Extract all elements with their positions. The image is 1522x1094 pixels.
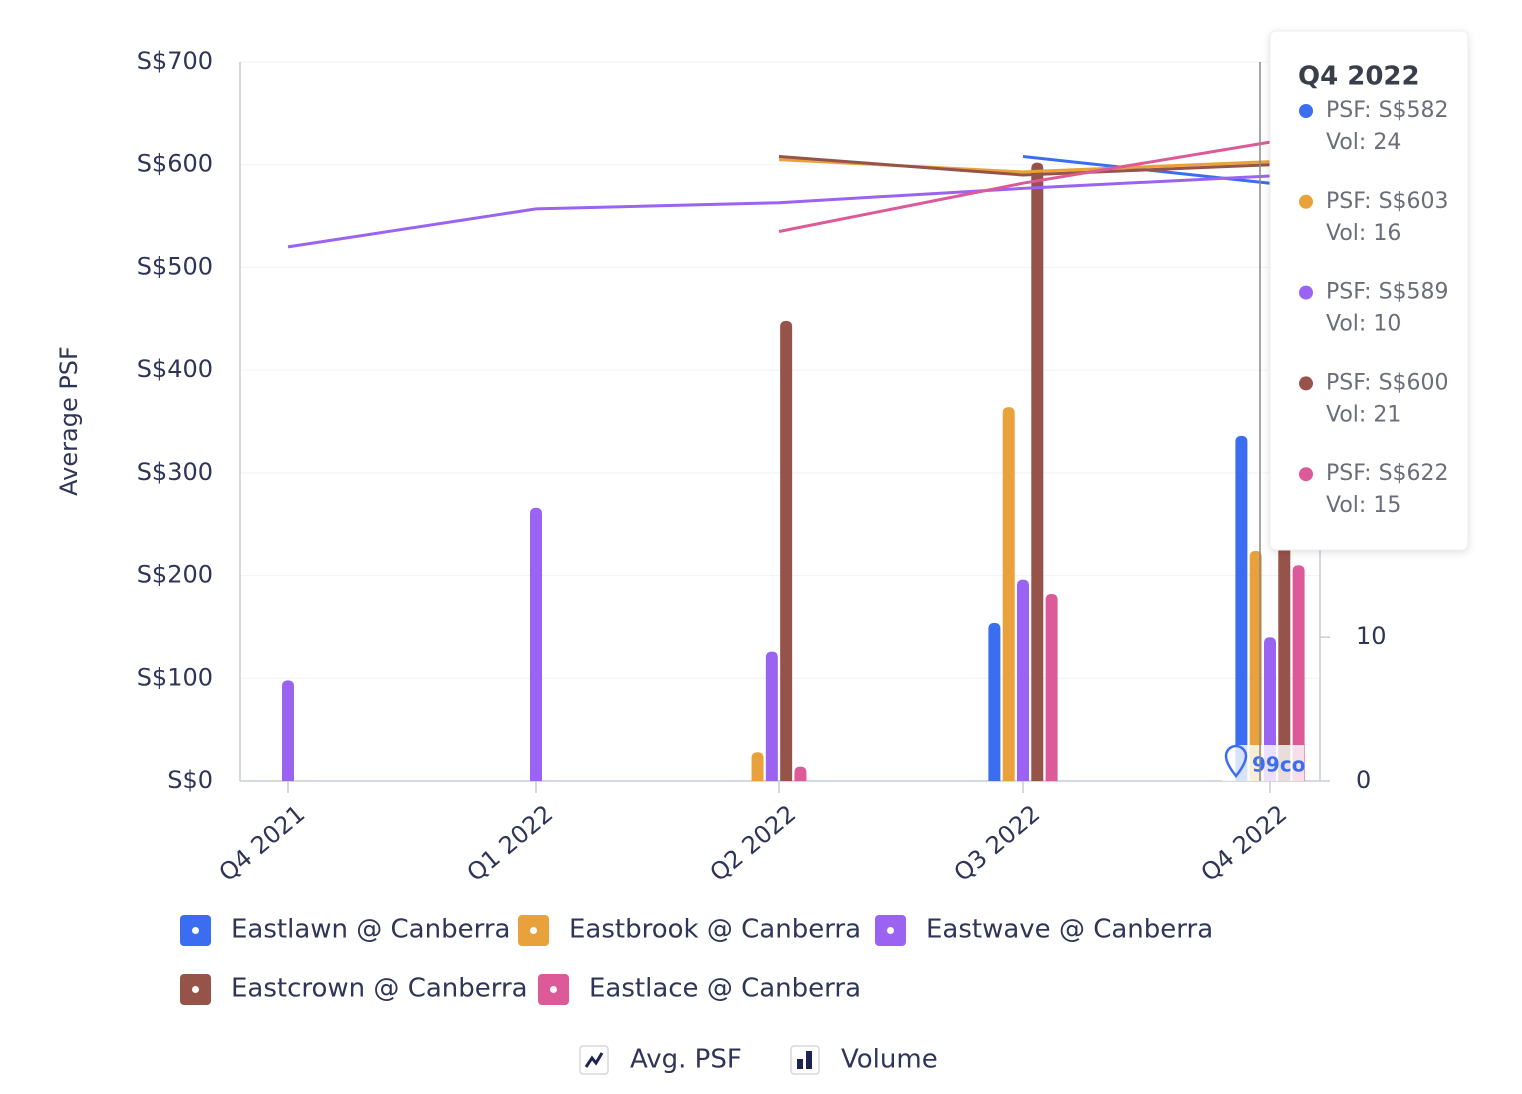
bar — [794, 766, 807, 781]
y-tick-label: S$300 — [137, 458, 213, 486]
toggle-icon — [584, 1052, 604, 1068]
x-tick-label: Q1 2022 — [462, 800, 559, 888]
y-tick-label: S$500 — [137, 252, 213, 280]
legend-dot — [192, 927, 199, 934]
psf-line — [778, 155, 1271, 177]
legend-label: Eastcrown @ Canberra — [231, 974, 528, 1004]
psf-line — [287, 174, 1271, 249]
y-axis-label: Average PSF — [55, 346, 83, 496]
y2-tick-label: 0 — [1356, 766, 1371, 794]
bar — [1235, 435, 1248, 781]
tooltip-dot — [1299, 376, 1313, 391]
legend-item[interactable]: Eastbrook @ Canberra — [518, 915, 861, 947]
psf-line — [778, 140, 1271, 233]
y-tick-label: S$700 — [137, 47, 213, 75]
legend-label: Eastlawn @ Canberra — [231, 915, 510, 945]
x-tick-label: Q4 2022 — [1196, 800, 1293, 888]
tooltip-vol: Vol: 15 — [1326, 493, 1401, 518]
legend-item[interactable]: Eastcrown @ Canberra — [180, 974, 528, 1006]
y-tick-label: S$400 — [137, 355, 213, 383]
watermark-icon — [1224, 744, 1248, 779]
toggle-icon — [797, 1059, 803, 1069]
y-tick-label: S$200 — [137, 561, 213, 589]
tooltip-vol: Vol: 16 — [1326, 221, 1401, 246]
tooltip-psf: PSF: S$600 — [1326, 370, 1449, 395]
tooltip-dot — [1299, 285, 1313, 300]
bar — [765, 651, 778, 781]
legend-label: Eastbrook @ Canberra — [569, 915, 861, 945]
tooltip-psf: PSF: S$622 — [1326, 461, 1449, 486]
tooltip-vol: Vol: 24 — [1326, 130, 1401, 155]
bar — [530, 507, 542, 781]
tooltip-title: Q4 2022 — [1298, 62, 1420, 92]
x-tick-label: Q3 2022 — [949, 800, 1046, 888]
bar — [1017, 579, 1029, 781]
y-tick-label: S$600 — [137, 150, 213, 178]
legend-item[interactable]: Eastwave @ Canberra — [875, 915, 1213, 947]
toggle[interactable]: Volume — [790, 1045, 938, 1075]
legend-dot — [887, 927, 894, 934]
legend-label: Eastlace @ Canberra — [589, 974, 861, 1004]
tooltip-psf: PSF: S$603 — [1326, 189, 1449, 214]
legend-label: Eastwave @ Canberra — [926, 915, 1213, 945]
legend-item[interactable]: Eastlace @ Canberra — [538, 974, 861, 1006]
bar — [988, 622, 1001, 781]
y-tick-label: S$100 — [137, 663, 213, 691]
tooltip — [1269, 30, 1469, 551]
toggle-label: Avg. PSF — [630, 1045, 742, 1075]
tooltip-dot — [1299, 104, 1313, 118]
toggle[interactable]: Avg. PSF — [579, 1045, 742, 1075]
watermark: 99co — [1252, 753, 1305, 777]
bar — [1292, 565, 1305, 781]
y-tick-label: S$0 — [167, 766, 213, 794]
y2-tick-label: 10 — [1356, 622, 1387, 650]
bar — [282, 680, 294, 781]
tooltip-psf: PSF: S$582 — [1326, 98, 1449, 123]
tooltip-dot — [1299, 467, 1313, 482]
tooltip-psf: PSF: S$589 — [1326, 280, 1449, 305]
bar — [1031, 162, 1044, 781]
toggle-icon — [806, 1051, 812, 1069]
tooltip-vol: Vol: 21 — [1326, 402, 1401, 427]
bar — [1002, 407, 1015, 781]
x-tick-label: Q2 2022 — [705, 800, 802, 888]
bar — [1249, 550, 1262, 781]
legend-item[interactable]: Eastlawn @ Canberra — [180, 915, 510, 947]
toggle-box — [790, 1045, 820, 1075]
x-tick-label: Q4 2021 — [214, 800, 311, 888]
bar — [1045, 594, 1058, 781]
tooltip-vol: Vol: 10 — [1326, 312, 1401, 337]
tooltip-dot — [1299, 194, 1313, 209]
bar — [1278, 479, 1291, 781]
bar — [751, 752, 764, 781]
legend-dot — [192, 986, 199, 993]
legend-dot — [530, 927, 537, 934]
toggle-label: Volume — [841, 1045, 938, 1075]
bar — [780, 320, 793, 781]
legend-dot — [550, 986, 557, 993]
